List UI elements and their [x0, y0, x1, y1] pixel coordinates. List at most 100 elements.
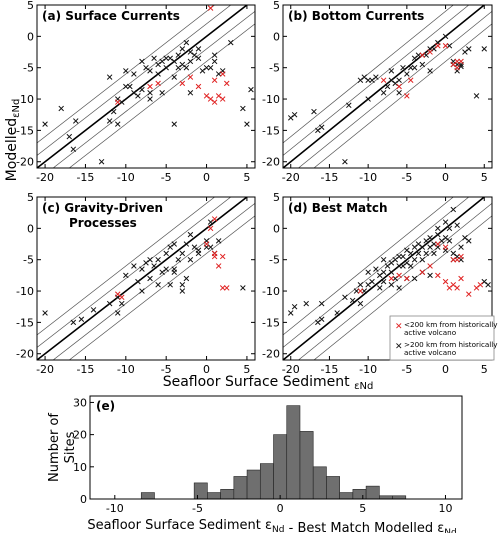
panel-title: (c) Gravity-Driven — [42, 201, 163, 215]
x-tick-label: -15 — [76, 171, 94, 184]
red-point — [454, 256, 460, 263]
black-point — [427, 272, 433, 279]
black-point — [183, 39, 190, 46]
black-point — [131, 263, 137, 269]
legend-black-line2: active volcano — [404, 348, 456, 357]
black-point — [407, 250, 414, 257]
red-point — [442, 278, 449, 285]
black-point — [106, 74, 113, 80]
black-point — [454, 222, 460, 228]
black-point — [207, 64, 214, 71]
black-point — [143, 64, 149, 71]
y-tick-label: -5 — [269, 254, 280, 267]
black-point — [147, 68, 153, 74]
red-point — [223, 285, 230, 291]
y-tick-label: -15 — [16, 316, 34, 329]
black-point — [155, 256, 161, 263]
x-tick-label: 5 — [243, 171, 250, 184]
shared-ylabel-text: Modelled — [4, 118, 20, 181]
x-tick-label: -15 — [76, 363, 94, 376]
one-to-one-line — [283, 5, 486, 168]
scatter-panel-3: -20 -15 -10 -5 0 5 -20 -15 -10 -5 0 5 (c) Gravity-Dr… — [16, 191, 256, 376]
histogram-bar — [220, 489, 235, 500]
black-point — [147, 90, 153, 96]
black-point — [123, 68, 129, 74]
black-point — [291, 303, 298, 310]
offset-line — [297, 202, 492, 360]
black-point — [446, 238, 453, 244]
black-point — [183, 241, 190, 247]
red-point — [458, 275, 464, 282]
black-point — [431, 46, 437, 52]
black-point — [450, 206, 457, 213]
black-point — [228, 39, 234, 46]
panel-title: (b) Bottom Currents — [288, 9, 424, 23]
black-point — [155, 71, 161, 77]
panel-title: (e) — [96, 399, 115, 413]
black-point — [388, 260, 395, 266]
red-point — [211, 216, 218, 222]
black-point — [377, 272, 383, 279]
black-point — [114, 121, 121, 127]
black-point — [119, 300, 125, 307]
black-point — [318, 316, 325, 323]
black-point — [311, 108, 317, 115]
black-point — [411, 55, 418, 62]
histogram-bar — [273, 434, 288, 500]
histogram-bar — [246, 469, 261, 500]
black-point — [380, 278, 387, 285]
black-point — [248, 86, 254, 93]
black-point — [384, 263, 391, 269]
black-point — [400, 253, 406, 260]
red-point — [404, 93, 410, 99]
red-point — [179, 80, 186, 87]
black-point — [195, 247, 202, 254]
black-point — [431, 250, 437, 257]
black-point — [211, 58, 218, 65]
y-tick-label: 0 — [80, 493, 87, 506]
red-point — [114, 99, 121, 105]
histogram-bar — [326, 476, 340, 500]
red-point — [435, 241, 441, 247]
black-point — [435, 231, 441, 238]
black-point — [179, 46, 186, 52]
black-point — [384, 83, 391, 90]
histogram-ylabel-line1: Number of — [47, 413, 62, 482]
red-point — [435, 272, 441, 279]
histogram-xlabel: Seafloor Surface Sediment εNd - Best Mat… — [87, 518, 456, 533]
black-point — [179, 61, 186, 68]
histogram-bar — [286, 405, 301, 500]
black-point — [388, 68, 395, 74]
x-tick-label: -10 — [359, 363, 377, 376]
x-tick-label: -5 — [401, 363, 412, 376]
black-point — [199, 68, 206, 74]
red-point — [219, 285, 226, 291]
black-point — [400, 263, 406, 269]
black-point — [139, 86, 145, 93]
black-point — [163, 55, 169, 62]
x-tick-label: -20 — [36, 171, 54, 184]
black-point — [123, 83, 129, 90]
legend-red-line2: active volcano — [404, 328, 456, 337]
black-point — [396, 90, 402, 96]
offset-line — [283, 5, 470, 156]
reference-lines — [283, 197, 492, 360]
red-point — [357, 288, 364, 294]
black-point — [159, 90, 165, 96]
black-point — [318, 300, 325, 307]
y-tick-label: -20 — [262, 348, 280, 361]
black-point — [369, 278, 375, 285]
black-point — [315, 319, 321, 326]
black-point — [473, 93, 480, 99]
black-point — [175, 52, 182, 58]
black-point — [396, 77, 402, 83]
black-point — [179, 282, 186, 288]
black-point — [171, 241, 178, 247]
y-tick-label: -5 — [23, 62, 34, 75]
black-point — [392, 256, 398, 263]
histogram-bar — [140, 492, 155, 500]
black-point — [131, 71, 137, 77]
black-point — [485, 282, 491, 288]
black-point — [151, 55, 157, 62]
shared-ylabel-sub: εNd — [11, 99, 22, 118]
